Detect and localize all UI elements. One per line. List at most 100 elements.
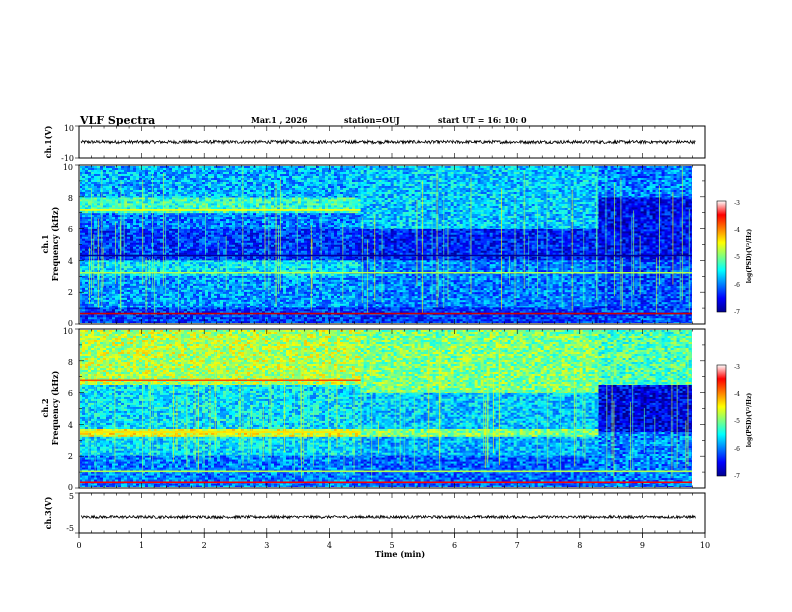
spectrogram1-cell	[91, 285, 94, 288]
spectrogram1-cell	[325, 230, 328, 233]
spectrogram1-cell	[262, 295, 265, 298]
spectrogram1-cell	[160, 258, 163, 261]
spectrogram1-cell	[190, 275, 193, 278]
spectrogram1-cell	[277, 319, 280, 322]
spectrogram1-cell	[340, 287, 343, 290]
spectrogram1-cell	[244, 221, 247, 224]
spectrogram1-cell	[253, 270, 256, 273]
spectrogram1-cell	[220, 236, 223, 239]
spectrogram1-cell	[82, 223, 85, 226]
spectrogram1-cell	[232, 228, 235, 231]
spectrogram1-cell	[244, 227, 247, 229]
spectrogram1-cell	[106, 217, 109, 220]
spectrogram1-cell	[112, 228, 115, 231]
spectrogram1-cell	[253, 297, 256, 300]
spectrogram1-cell	[148, 319, 151, 322]
spectrogram1-cell	[247, 301, 250, 304]
spectrogram1-cell	[205, 295, 208, 298]
spectrogram1-cell	[139, 262, 142, 265]
spectrogram1-cell	[85, 246, 88, 249]
spectrogram1-cell	[163, 281, 166, 284]
spectrogram1-cell	[115, 215, 118, 218]
spectrogram1-cell	[172, 289, 175, 292]
spectrogram1-cell	[88, 225, 91, 228]
spectrogram1-cell	[274, 311, 277, 314]
spectrogram1-cell	[187, 287, 190, 290]
spectrogram1-cell	[157, 293, 160, 296]
spectrogram1-cell	[139, 264, 142, 267]
spectrogram1-cell	[316, 236, 319, 239]
spectrogram1-cell	[283, 309, 286, 312]
spectrogram1-cell	[349, 311, 352, 314]
spectrogram1-cell	[80, 227, 82, 229]
spectrogram1-cell	[271, 299, 274, 302]
spectrogram1-cell	[331, 285, 334, 288]
spectrogram1-cell	[91, 317, 94, 320]
spectrogram1-cell	[130, 317, 133, 320]
spectrogram1-cell	[106, 223, 109, 226]
spectrogram1-cell	[307, 303, 310, 306]
spectrogram1-cell	[88, 232, 91, 235]
spectrogram1-cell	[247, 225, 250, 228]
spectrogram1-cell	[217, 232, 220, 235]
spectrogram1-cell	[319, 240, 322, 243]
spectrogram1-cell	[214, 266, 217, 269]
spectrogram1-cell	[202, 279, 205, 282]
spectrogram1-cell	[181, 307, 184, 310]
spectrogram1-cell	[184, 223, 187, 226]
spectrogram1-cell	[154, 258, 157, 261]
spectrogram1-cell	[313, 277, 316, 280]
spectrogram1-cell	[262, 281, 265, 284]
spectrogram1-cell	[172, 242, 175, 245]
spectrogram1-cell	[175, 270, 178, 273]
spectrogram1-cell	[115, 303, 118, 306]
spectrogram1-cell	[130, 250, 133, 253]
spectrogram1-cell	[307, 266, 310, 269]
spectrogram1-cell	[358, 250, 361, 253]
spectrogram1-cell	[337, 232, 340, 235]
spectrogram1-cell	[343, 230, 346, 233]
spectrogram1-cell	[94, 236, 97, 239]
spectrogram1-cell	[175, 252, 178, 255]
spectrogram1-cell	[262, 236, 265, 239]
spectrogram1-cell	[352, 262, 355, 265]
spectrogram1-cell	[130, 242, 133, 245]
spectrogram1-cell	[187, 242, 190, 245]
spectrogram1-cell	[211, 232, 214, 235]
spectrogram1-cell	[262, 287, 265, 290]
spectrogram1-cell	[127, 285, 130, 288]
spectrogram1-cell	[268, 303, 271, 306]
spectrogram1-cell	[193, 250, 196, 253]
spectrogram1-cell	[238, 217, 241, 220]
spectrogram1-cell	[358, 236, 361, 239]
spectrogram1-cell	[193, 252, 196, 255]
spectrogram1-cell	[229, 258, 232, 261]
spectrogram1-cell	[340, 242, 343, 245]
spectrogram1-cell	[283, 305, 286, 308]
spectrogram1-cell	[202, 309, 205, 312]
spectrogram1-cell	[205, 236, 208, 239]
spectrogram1-cell	[184, 215, 187, 218]
spectrogram1-cell	[241, 289, 244, 292]
spectrogram1-cell	[295, 295, 298, 298]
spectrogram1-cell	[106, 317, 109, 320]
spectrogram1-cell	[232, 274, 235, 276]
spectrogram1-cell	[112, 227, 115, 229]
spectrogram1-cell	[343, 262, 346, 265]
spectrogram1-cell	[244, 319, 247, 322]
spectrogram1-cell	[94, 279, 97, 282]
spectrogram1-cell	[118, 238, 121, 241]
spectrogram1-cell	[313, 301, 316, 304]
spectrogram1-cell	[352, 295, 355, 298]
spectrogram1-cell	[130, 279, 133, 282]
spectrogram1-cell	[121, 285, 124, 288]
spectrogram1-cell	[334, 277, 337, 280]
spectrogram1-cell	[256, 256, 259, 259]
spectrogram1-cell	[253, 236, 256, 239]
spectrogram1-cell	[325, 281, 328, 284]
spectrogram1-cell	[259, 317, 262, 320]
spectrogram1-cell	[130, 252, 133, 255]
spectrogram1-cell	[211, 315, 214, 318]
spectrogram1-cell	[349, 293, 352, 296]
spectrogram1-cell	[109, 215, 112, 218]
